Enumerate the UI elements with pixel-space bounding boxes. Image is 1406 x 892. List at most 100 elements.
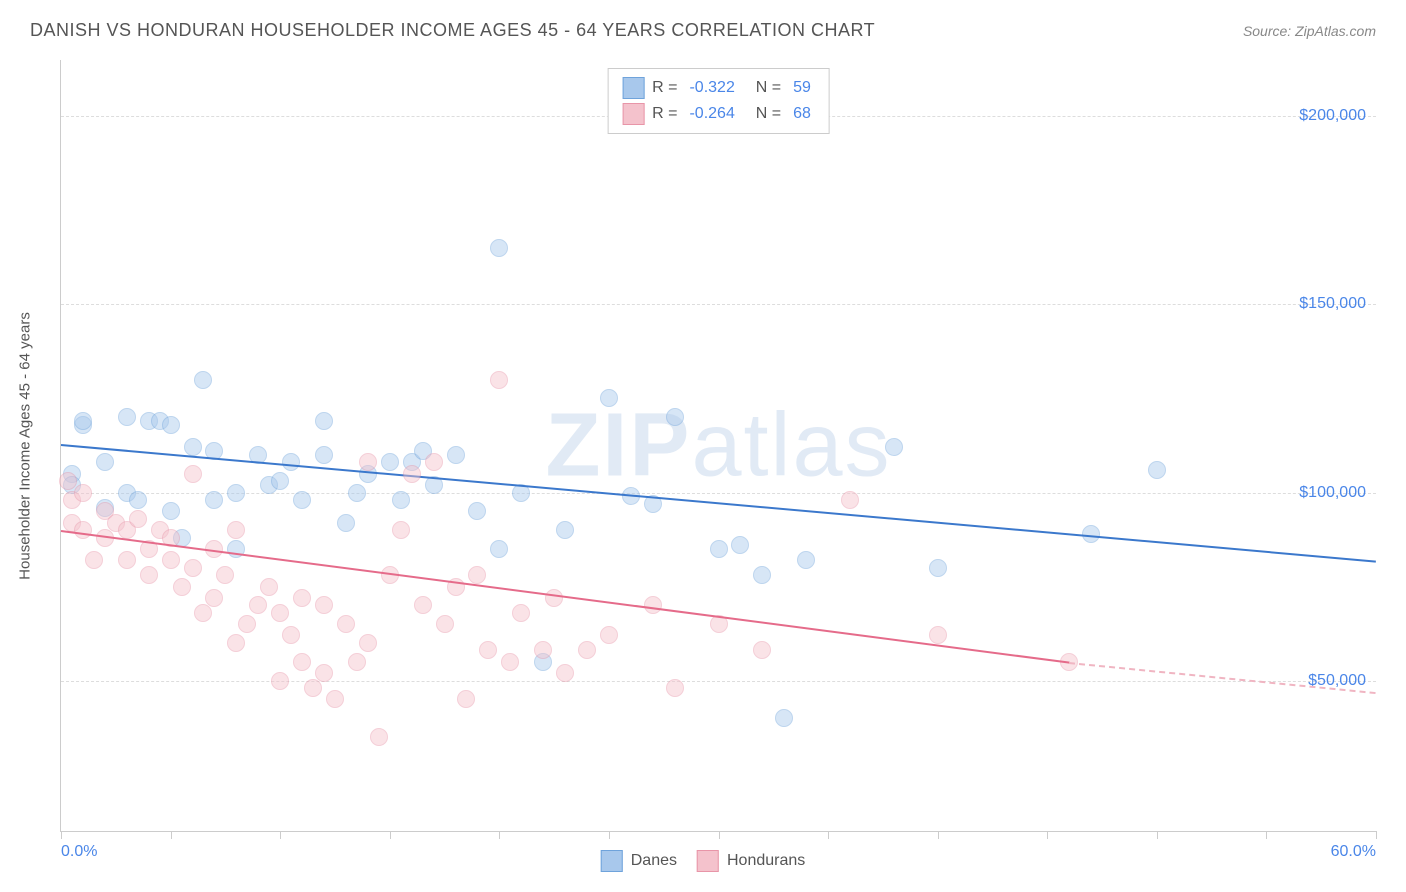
scatter-point — [337, 514, 355, 532]
scatter-point — [381, 453, 399, 471]
x-tick — [1047, 831, 1048, 839]
x-tick — [719, 831, 720, 839]
scatter-point — [600, 389, 618, 407]
scatter-point — [775, 709, 793, 727]
scatter-point — [162, 502, 180, 520]
scatter-point — [403, 465, 421, 483]
scatter-point — [260, 578, 278, 596]
scatter-point — [447, 446, 465, 464]
scatter-point — [74, 521, 92, 539]
scatter-point — [731, 536, 749, 554]
x-tick — [61, 831, 62, 839]
scatter-point — [392, 521, 410, 539]
scatter-point — [162, 551, 180, 569]
scatter-point — [118, 408, 136, 426]
legend-top: R =-0.322 N =59R =-0.264 N =68 — [607, 68, 830, 134]
legend-bottom: Danes Hondurans — [601, 850, 806, 872]
scatter-point — [490, 371, 508, 389]
scatter-point — [205, 491, 223, 509]
scatter-point — [929, 626, 947, 644]
scatter-point — [304, 679, 322, 697]
scatter-point — [315, 446, 333, 464]
scatter-point — [194, 604, 212, 622]
legend-swatch — [697, 850, 719, 872]
scatter-point — [271, 472, 289, 490]
scatter-point — [74, 484, 92, 502]
scatter-point — [271, 604, 289, 622]
scatter-point — [490, 239, 508, 257]
scatter-point — [205, 589, 223, 607]
scatter-point — [348, 653, 366, 671]
x-tick — [1266, 831, 1267, 839]
scatter-point — [414, 596, 432, 614]
legend-top-row: R =-0.322 N =59 — [622, 75, 815, 101]
scatter-point — [173, 578, 191, 596]
x-tick — [280, 831, 281, 839]
scatter-point — [118, 551, 136, 569]
scatter-point — [227, 521, 245, 539]
chart-title: DANISH VS HONDURAN HOUSEHOLDER INCOME AG… — [30, 20, 875, 41]
scatter-point — [184, 559, 202, 577]
legend-swatch — [622, 77, 644, 99]
x-tick — [609, 831, 610, 839]
scatter-point — [293, 491, 311, 509]
scatter-point — [468, 566, 486, 584]
scatter-point — [337, 615, 355, 633]
scatter-point — [315, 596, 333, 614]
x-tick — [499, 831, 500, 839]
scatter-point — [293, 653, 311, 671]
scatter-point — [184, 465, 202, 483]
legend-swatch — [622, 103, 644, 125]
header: DANISH VS HONDURAN HOUSEHOLDER INCOME AG… — [0, 0, 1406, 51]
chart-plot-area: ZIPatlas R =-0.322 N =59R =-0.264 N =68 … — [60, 60, 1376, 832]
scatter-point — [348, 484, 366, 502]
legend-n-label: N = — [747, 79, 781, 97]
legend-r-value: -0.264 — [689, 105, 734, 123]
y-axis-label: Householder Income Ages 45 - 64 years — [17, 312, 34, 580]
legend-n-label: N = — [747, 105, 781, 123]
scatter-point — [797, 551, 815, 569]
scatter-point — [457, 690, 475, 708]
scatter-point — [841, 491, 859, 509]
legend-series-label: Danes — [631, 852, 677, 870]
scatter-point — [326, 690, 344, 708]
scatter-point — [425, 453, 443, 471]
scatter-point — [370, 728, 388, 746]
scatter-point — [666, 408, 684, 426]
scatter-point — [490, 540, 508, 558]
scatter-point — [293, 589, 311, 607]
scatter-point — [129, 491, 147, 509]
legend-r-label: R = — [652, 79, 677, 97]
scatter-point — [468, 502, 486, 520]
x-tick — [171, 831, 172, 839]
scatter-point — [644, 596, 662, 614]
source-label: Source: ZipAtlas.com — [1243, 23, 1376, 39]
scatter-point — [315, 664, 333, 682]
y-tick-label: $150,000 — [1299, 295, 1366, 313]
legend-r-label: R = — [652, 105, 677, 123]
x-tick — [390, 831, 391, 839]
scatter-point — [249, 596, 267, 614]
scatter-point — [359, 453, 377, 471]
scatter-point — [140, 566, 158, 584]
scatter-point — [666, 679, 684, 697]
legend-r-value: -0.322 — [689, 79, 734, 97]
scatter-point — [929, 559, 947, 577]
scatter-point — [578, 641, 596, 659]
scatter-point — [556, 664, 574, 682]
watermark: ZIPatlas — [545, 394, 891, 497]
x-tick — [1376, 831, 1377, 839]
legend-bottom-item: Hondurans — [697, 850, 805, 872]
x-axis-min-label: 0.0% — [61, 843, 97, 861]
scatter-point — [271, 672, 289, 690]
x-tick — [1157, 831, 1158, 839]
gridline — [61, 681, 1376, 682]
gridline — [61, 304, 1376, 305]
scatter-point — [238, 615, 256, 633]
scatter-point — [534, 641, 552, 659]
scatter-point — [600, 626, 618, 644]
scatter-point — [85, 551, 103, 569]
scatter-point — [710, 540, 728, 558]
scatter-point — [392, 491, 410, 509]
scatter-point — [753, 566, 771, 584]
